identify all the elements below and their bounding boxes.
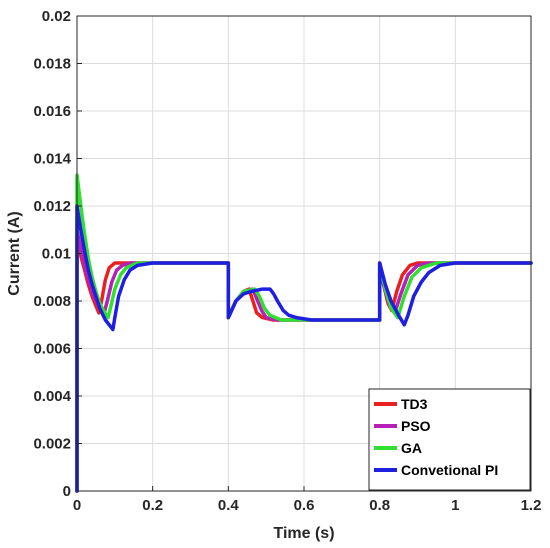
legend-label-ga: GA	[401, 440, 422, 456]
series-line-convetional-pi	[75, 204, 533, 493]
y-tick-label: 0.004	[33, 388, 71, 405]
y-tick-label: 0.01	[42, 246, 71, 263]
x-tick-label: 0	[73, 497, 81, 514]
y-tick-label: 0.002	[33, 436, 71, 453]
y-tick-label: 0.018	[33, 56, 71, 73]
axes-frame	[76, 15, 532, 492]
series-lines	[75, 173, 533, 493]
y-tick-label: 0	[63, 483, 71, 500]
y-axis-label: Current (A)	[6, 211, 23, 295]
y-tick-label: 0.014	[33, 151, 71, 168]
y-tick-label: 0.006	[33, 341, 71, 358]
y-tick-label: 0.012	[33, 198, 71, 215]
x-tick-label: 0.8	[369, 497, 390, 514]
axes-box	[76, 15, 532, 492]
legend-label-td3: TD3	[401, 396, 428, 412]
x-tick-labels: 0 0.2 0.4 0.6 0.8 1 1.2	[73, 497, 542, 514]
legend-label-convetional-pi: Convetional PI	[401, 462, 498, 478]
x-axis-label: Time (s)	[273, 525, 334, 542]
y-tick-label: 0.016	[33, 103, 71, 120]
y-tick-label: 0.008	[33, 293, 71, 310]
x-tick-label: 0.6	[294, 497, 315, 514]
x-tick-label: 0.4	[218, 497, 240, 514]
y-tick-label: 0.02	[42, 8, 71, 25]
legend: TD3 PSO GA Convetional PI	[368, 388, 531, 491]
x-tick-label: 1	[451, 497, 459, 514]
x-tick-label: 0.2	[142, 497, 163, 514]
x-tick-label: 1.2	[521, 497, 542, 514]
y-tick-labels: 0 0.002 0.004 0.006 0.008 0.01 0.012 0.014 0.016…	[33, 8, 71, 500]
legend-label-pso: PSO	[401, 418, 431, 434]
